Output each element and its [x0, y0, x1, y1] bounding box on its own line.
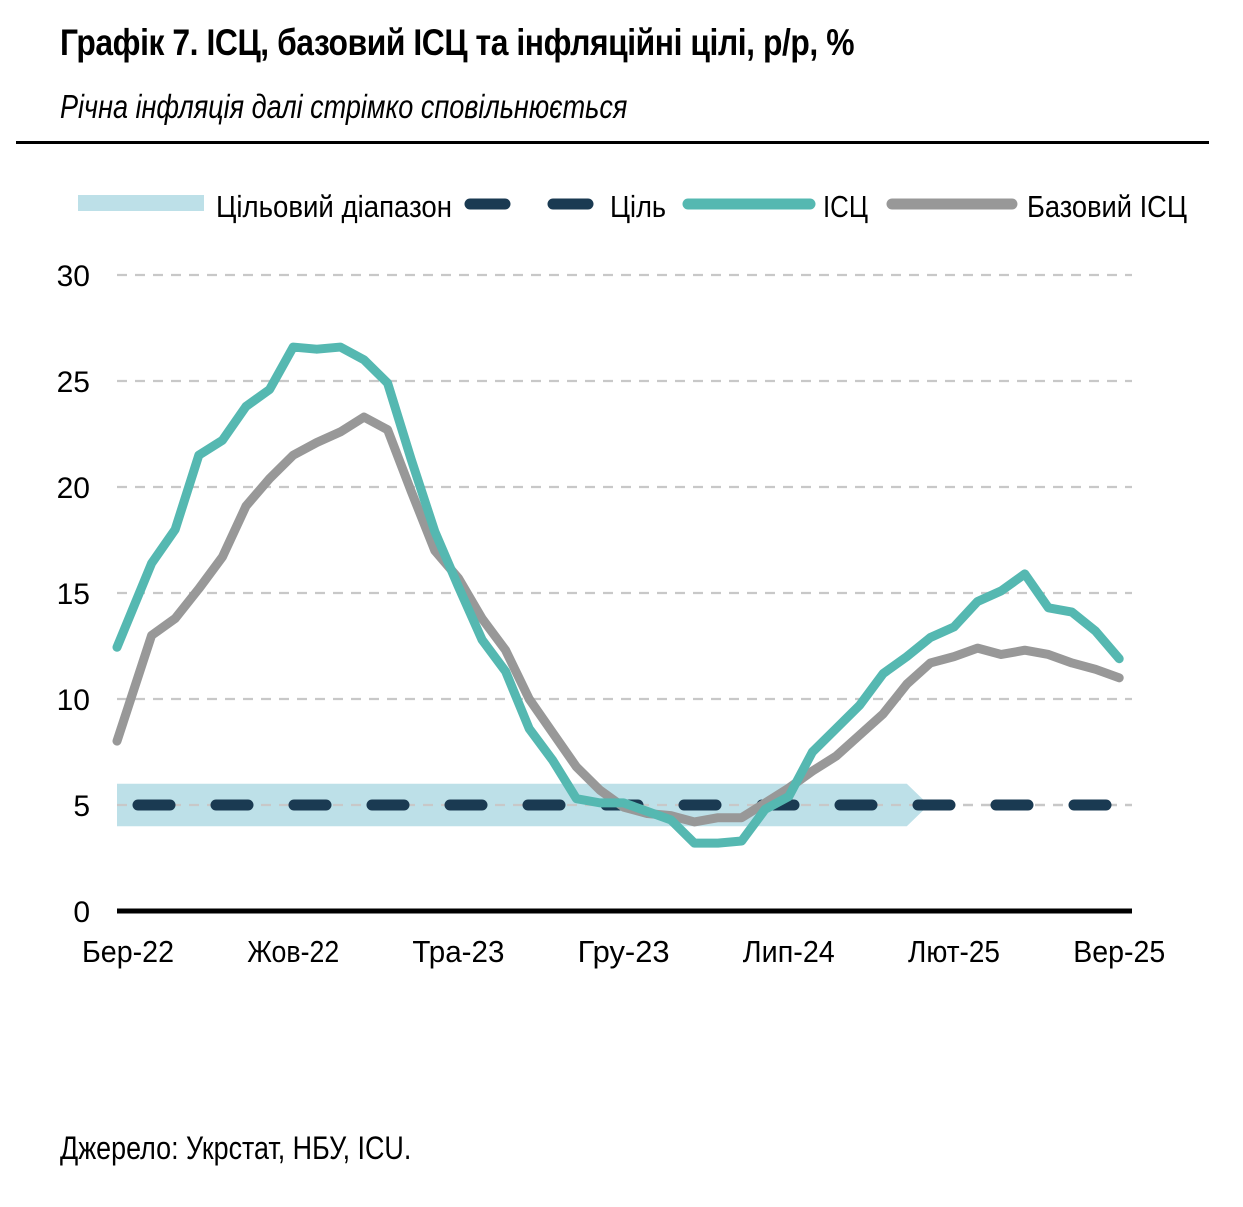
chart-subtitle: Річна інфляція далі стрімко сповільнюєть… — [60, 88, 628, 125]
series-line-core-cpi — [112, 412, 1124, 827]
x-tick-label: Бер-22 — [82, 934, 174, 969]
y-tick-label: 5 — [73, 790, 90, 823]
grid-lines — [117, 273, 1132, 807]
legend-label-band: Цільовий діапазон — [216, 189, 452, 224]
y-axis-ticks: 0 5 10 15 20 25 30 — [57, 260, 90, 929]
legend-label-core: Базовий ІСЦ — [1027, 189, 1187, 224]
title-divider — [16, 141, 1209, 144]
x-tick-label: Лип-24 — [743, 934, 835, 969]
x-tick-label: Лют-25 — [908, 934, 1000, 969]
series-line-cpi — [112, 342, 1124, 848]
inflation-chart: Цільовий діапазон Ціль ІСЦ Базовий ІСЦ 0… — [57, 189, 1187, 969]
source-note: Джерело: Укрстат, НБУ, ICU. — [60, 1130, 412, 1166]
y-tick-label: 20 — [57, 472, 90, 505]
x-tick-label: Жов-22 — [247, 934, 339, 969]
x-tick-label: Гру-23 — [578, 934, 670, 969]
legend: Цільовий діапазон Ціль ІСЦ Базовий ІСЦ — [78, 189, 1187, 224]
y-tick-label: 30 — [57, 260, 90, 293]
legend-label-cpi: ІСЦ — [823, 189, 868, 224]
y-tick-label: 0 — [73, 896, 90, 929]
chart-title: Графік 7. ІСЦ, базовий ІСЦ та інфляційні… — [60, 22, 855, 63]
series-lines — [112, 342, 1124, 848]
y-tick-label: 10 — [57, 684, 90, 717]
legend-swatch-band — [78, 195, 204, 211]
x-tick-label: Тра-23 — [412, 934, 504, 969]
y-tick-label: 15 — [57, 578, 90, 611]
y-tick-label: 25 — [57, 366, 90, 399]
x-axis-ticks: Бер-22 Жов-22 Тра-23 Гру-23 Лип-24 Лют-25 Вер-… — [82, 934, 1165, 969]
legend-label-target: Ціль — [610, 189, 666, 224]
x-tick-label: Вер-25 — [1073, 934, 1165, 969]
